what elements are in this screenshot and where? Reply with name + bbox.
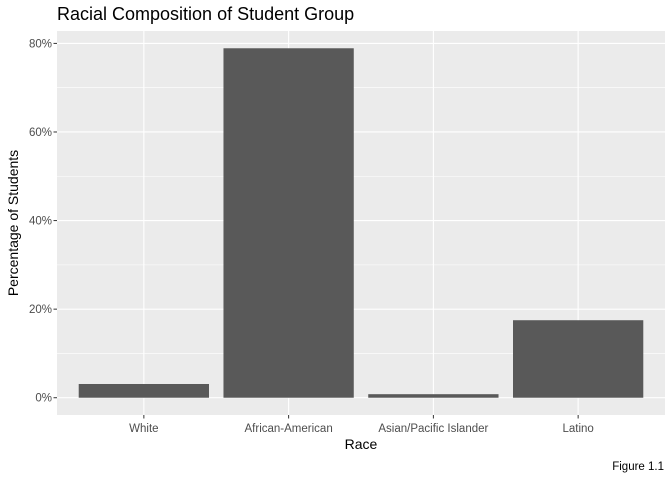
x-axis: White African-American Asian/Pacific Islan… <box>129 415 594 435</box>
x-tick-label: African-American <box>245 423 333 435</box>
x-tick-label: White <box>129 423 158 435</box>
x-axis-title: Race <box>345 436 378 452</box>
figure-caption: Figure 1.1 <box>612 461 664 473</box>
bars <box>78 48 644 398</box>
bar-white <box>78 383 209 398</box>
y-axis: 0% 20% 40% 60% 80% <box>29 38 57 405</box>
y-tick-label: 60% <box>29 127 52 139</box>
bar-african-american <box>223 48 354 398</box>
x-tick-label: Asian/Pacific Islander <box>378 423 488 435</box>
y-tick-label: 0% <box>35 393 52 405</box>
bar-asian-pacific-islander <box>368 394 499 398</box>
y-tick-label: 40% <box>29 216 52 228</box>
chart-title: Racial Composition of Student Group <box>57 4 354 24</box>
y-tick-label: 20% <box>29 304 52 316</box>
x-tick-label: Latino <box>562 423 593 435</box>
y-axis-title: Percentage of Students <box>5 150 21 296</box>
y-tick-label: 80% <box>29 38 52 50</box>
bar-latino <box>513 320 644 398</box>
